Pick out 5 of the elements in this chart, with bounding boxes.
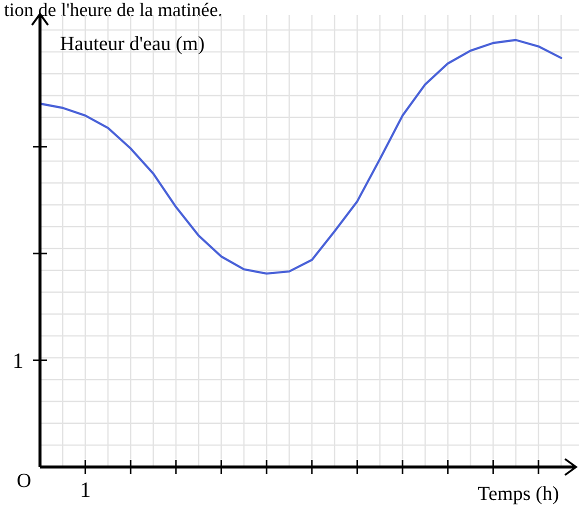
text: 1 bbox=[12, 348, 24, 373]
x-axis-title: Temps (h) bbox=[478, 483, 559, 505]
text: O bbox=[16, 470, 32, 492]
y-axis-title: Hauteur d'eau (m) bbox=[60, 33, 205, 55]
text: 1 bbox=[80, 477, 91, 502]
